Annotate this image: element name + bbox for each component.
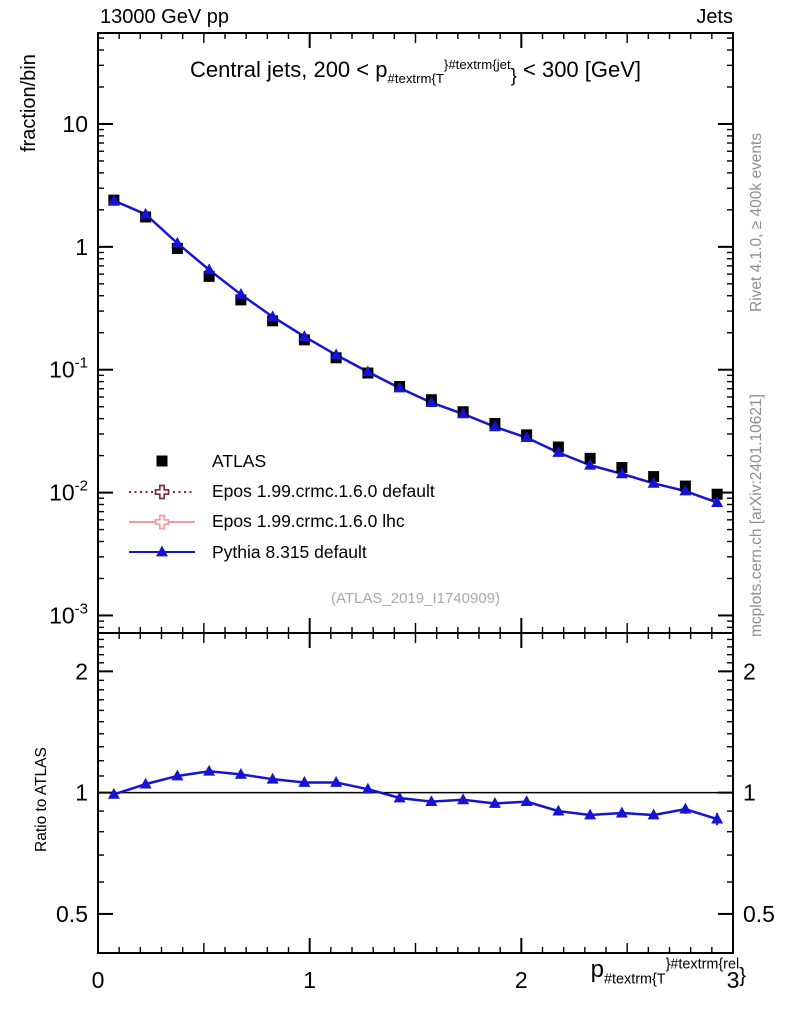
svg-text:0.5: 0.5 (743, 901, 775, 927)
legend-marker-square (156, 455, 168, 467)
main-y-axis-tick-labels: 10 1 10-1 10-2 10-3 (49, 111, 88, 628)
svg-text:10-2: 10-2 (49, 478, 88, 506)
sidenote-mcplots-arxiv: mcplots.cern.ch [arXiv:2401.10621] (748, 394, 765, 637)
svg-text:3: 3 (727, 967, 740, 993)
legend-label: ATLAS (212, 450, 267, 471)
xlabel-superscript: }#textrm{rel (665, 956, 740, 973)
pythia-ratio-line (113, 770, 718, 821)
svg-text:1: 1 (75, 234, 88, 260)
svg-text:2: 2 (743, 658, 756, 684)
title-prefix: Central jets, 200 < p (189, 57, 388, 82)
svg-text:10: 10 (62, 111, 88, 137)
legend-item-epos-1-99-crmc-1-6-0-default: Epos 1.99.crmc.1.6.0 default (128, 476, 435, 506)
svg-text:1: 1 (303, 967, 316, 993)
title-subscript: #textrm{T (387, 70, 444, 86)
main-y-axis-ticks (98, 37, 733, 629)
pythia-ratio-points (107, 764, 724, 824)
header-beam-energy: 13000 GeV pp (100, 6, 229, 28)
svg-text:2: 2 (75, 658, 88, 684)
xlabel-brace: } (739, 965, 746, 988)
svg-text:1: 1 (75, 780, 88, 806)
x-axis-label: p#textrm{T}#textrm{rel} (500, 956, 746, 988)
svg-text:1: 1 (743, 780, 756, 806)
legend-marker-triangle (129, 545, 195, 557)
svg-text:2: 2 (515, 967, 528, 993)
plot-title: Central jets, 200 < p#textrm{T}#textrm{j… (98, 57, 733, 87)
x-axis-tick-labels: 0 1 2 3 (92, 967, 740, 993)
svg-text:0: 0 (92, 967, 105, 993)
title-superscript: }#textrm{jet (443, 57, 511, 73)
legend: ATLAS Epos 1.99.crmc.1.6.0 default Epos 1.… (128, 446, 435, 568)
legend-marker-cross (129, 514, 195, 530)
svg-text:10-1: 10-1 (49, 355, 88, 383)
title-brace: } (510, 64, 517, 86)
xlabel-subscript: #textrm{T (604, 971, 666, 988)
legend-item-pythia-8-315-default: Pythia 8.315 default (128, 537, 435, 567)
legend-label: Epos 1.99.crmc.1.6.0 lhc (212, 511, 405, 532)
xlabel-p: p (590, 956, 605, 983)
legend-item-epos-1-99-crmc-1-6-0-lhc: Epos 1.99.crmc.1.6.0 lhc (128, 507, 435, 537)
sidenote-rivet-version: Rivet 4.1.0, ≥ 400k events (748, 132, 765, 312)
header-analysis-group: Jets (696, 6, 733, 28)
x-axis-ticks (97, 33, 734, 953)
legend-marker-cross (129, 484, 195, 499)
ratio-y-axis-ticks (98, 638, 733, 954)
legend-label: Epos 1.99.crmc.1.6.0 default (212, 481, 435, 502)
pythia-main-points (107, 194, 724, 507)
analysis-watermark: (ATLAS_2019_I1740909) (330, 590, 500, 607)
main-y-axis-label: fraction/bin (18, 54, 40, 152)
svg-text:10-3: 10-3 (49, 600, 88, 628)
legend-label: Pythia 8.315 default (212, 541, 367, 562)
title-suffix: < 300 [GeV] (516, 57, 642, 82)
legend-item-atlas: ATLAS (128, 446, 435, 476)
svg-text:0.5: 0.5 (56, 901, 88, 927)
ratio-y-axis-label: Ratio to ATLAS (33, 747, 50, 852)
ratio-y-axis-tick-labels: 2 2 1 1 0.5 0.5 (56, 658, 775, 927)
